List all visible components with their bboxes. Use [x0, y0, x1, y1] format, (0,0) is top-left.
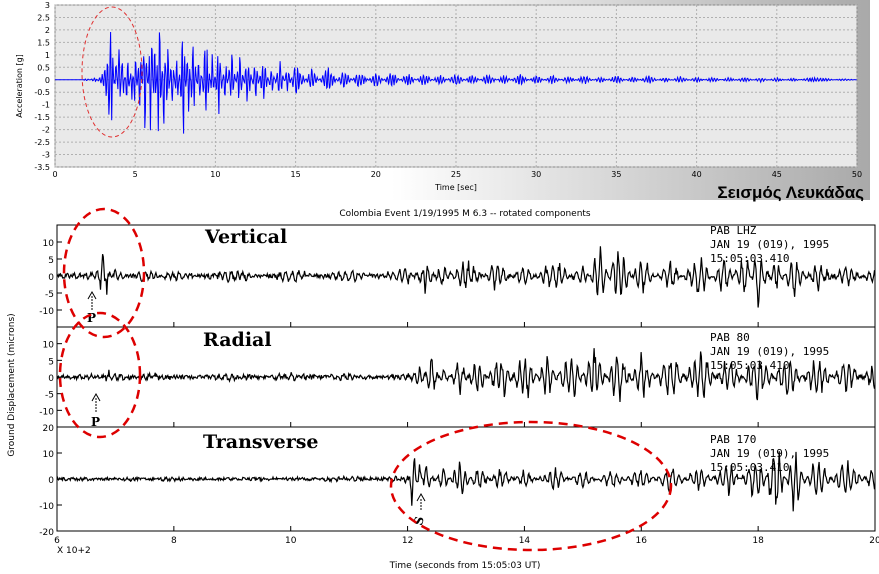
top-x-tick-label: 45 — [772, 170, 782, 179]
top-x-tick-label: 50 — [852, 170, 862, 179]
bottom-x-tick-label: 16 — [636, 536, 648, 546]
top-y-tick-label: -2.5 — [34, 138, 50, 147]
top-x-tick-label: 15 — [291, 170, 301, 179]
y-tick-label: 5 — [48, 357, 54, 367]
y-tick-label: -20 — [39, 528, 54, 538]
y-tick-label: 0 — [48, 374, 54, 384]
top-y-axis-label: Acceleration [g] — [15, 54, 24, 118]
y-tick-label: 10 — [43, 239, 55, 249]
svg-text:PAB 170: PAB 170 — [710, 433, 756, 446]
top-y-tick-label: 1 — [45, 51, 50, 60]
svg-text:PAB 80: PAB 80 — [710, 331, 750, 344]
station-info-radial: PAB 80 JAN 19 (019), 1995 15:05:03.410 — [710, 331, 829, 372]
svg-text:JAN 19 (019), 1995: JAN 19 (019), 1995 — [710, 238, 829, 251]
top-y-tick-label: 0.5 — [37, 63, 50, 72]
top-x-tick-label: 40 — [692, 170, 702, 179]
station-info-transverse: PAB 170 JAN 19 (019), 1995 15:05:03.410 — [710, 433, 829, 474]
bottom-x-axis-label: Time (seconds from 15:05:03 UT) — [389, 561, 541, 571]
top-chart: 3 2.5 2 1.5 1 0.5 0 -0.5 -1 -1.5 -2 -2.5 -3 -3.5 0 5 10… — [0, 0, 870, 202]
svg-text:S: S — [411, 515, 427, 527]
trace-radial — [56, 348, 876, 403]
bottom-x-tick-label: 12 — [402, 536, 413, 546]
bottom-chart-title: Colombia Event 1/19/1995 M 6.3 -- rotate… — [339, 209, 591, 219]
y-tick-label: 10 — [43, 341, 55, 351]
top-x-tick-label: 20 — [371, 170, 381, 179]
p-arrival-marker-radial: P — [91, 392, 101, 429]
trace-vertical — [56, 246, 876, 308]
trace-transverse — [56, 451, 876, 512]
y-tick-label: -10 — [39, 502, 54, 512]
bottom-x-tick-label: 8 — [171, 536, 177, 546]
top-x-tick-labels: 0 5 10 15 20 25 30 35 40 45 50 — [52, 170, 862, 179]
channel-label-vertical: Vertical — [204, 226, 287, 248]
y-tick-label: -10 — [39, 407, 54, 417]
bottom-y-axis-label: Ground Displacement (microns) — [7, 313, 17, 456]
top-x-tick-label: 10 — [210, 170, 220, 179]
top-x-tick-label: 5 — [133, 170, 138, 179]
top-x-tick-label: 0 — [52, 170, 57, 179]
y-tick-label: 0 — [48, 273, 54, 283]
top-y-tick-label: -1 — [42, 101, 50, 110]
y-tick-label: -5 — [45, 391, 54, 401]
s-arrival-marker-transverse: S — [411, 492, 427, 527]
bottom-chart: Colombia Event 1/19/1995 M 6.3 -- rotate… — [7, 207, 879, 571]
svg-text:15:05:03.410: 15:05:03.410 — [710, 461, 789, 474]
top-y-tick-label: -1.5 — [34, 113, 50, 122]
svg-text:JAN 19 (019), 1995: JAN 19 (019), 1995 — [710, 345, 829, 358]
svg-text:15:05:03.410: 15:05:03.410 — [710, 252, 789, 265]
y-tick-label: 20 — [43, 424, 55, 434]
bottom-x-tick-label: 18 — [752, 536, 764, 546]
y-tick-label: 5 — [48, 256, 54, 266]
top-y-tick-label: 2.5 — [37, 13, 50, 22]
top-trace-line — [55, 31, 857, 134]
station-info-vertical: PAB LHZ JAN 19 (019), 1995 15:05:03.410 — [710, 224, 829, 265]
svg-text:PAB LHZ: PAB LHZ — [710, 224, 757, 237]
top-p-wave-highlight — [81, 6, 143, 138]
channel-label-transverse: Transverse — [203, 431, 319, 453]
bottom-x-tick-label: 20 — [869, 536, 879, 546]
top-y-tick-label: 3 — [45, 1, 50, 10]
p-wave-highlight-radial — [58, 311, 142, 439]
y-tick-label: 10 — [43, 450, 55, 460]
top-y-tick-label: 1.5 — [37, 38, 50, 47]
top-y-tick-labels: 3 2.5 2 1.5 1 0.5 0 -0.5 -1 -1.5 -2 -2.5 -3 -3.5 — [34, 1, 50, 172]
top-y-tick-label: -0.5 — [34, 88, 50, 97]
bottom-x-tick-label: 14 — [519, 536, 531, 546]
top-y-tick-label: 2 — [45, 26, 50, 35]
y-tick-label: -10 — [39, 307, 54, 317]
top-y-tick-label: -2 — [42, 126, 50, 135]
svg-text:JAN 19 (019), 1995: JAN 19 (019), 1995 — [710, 447, 829, 460]
strip-transverse: 20 10 0 -10 -20 — [39, 424, 876, 538]
top-y-tick-label: 0 — [45, 76, 50, 85]
y-tick-label: -5 — [45, 290, 54, 300]
top-y-tick-label: -3.5 — [34, 163, 50, 172]
svg-text:P: P — [87, 311, 96, 325]
s-wave-highlight-transverse — [389, 420, 673, 552]
top-x-axis-label: Time [sec] — [434, 183, 477, 192]
y-tick-label: 0 — [48, 476, 54, 486]
channel-label-radial: Radial — [203, 329, 272, 351]
bottom-x-tick-label: 10 — [285, 536, 297, 546]
p-wave-highlight-vertical — [62, 207, 146, 339]
bottom-x-tick-labels: 6 8 10 12 14 16 18 20 — [54, 536, 879, 546]
top-x-tick-label: 25 — [451, 170, 461, 179]
top-x-tick-label: 30 — [531, 170, 541, 179]
lefkada-earthquake-label: Σεισμός Λευκάδας — [717, 183, 864, 202]
svg-text:15:05:03.410: 15:05:03.410 — [710, 359, 789, 372]
top-x-tick-label: 35 — [611, 170, 621, 179]
bottom-x-tick-label: 6 — [54, 536, 60, 546]
p-arrival-marker-vertical: P — [87, 290, 97, 325]
top-y-tick-label: -3 — [42, 151, 50, 160]
x-multiplier-label: X 10+2 — [57, 546, 91, 556]
svg-text:P: P — [91, 415, 100, 429]
